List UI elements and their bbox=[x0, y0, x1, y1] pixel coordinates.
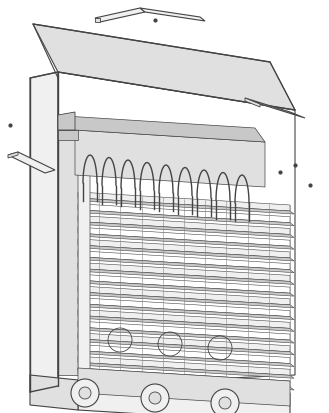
Polygon shape bbox=[78, 221, 294, 237]
Polygon shape bbox=[78, 138, 90, 370]
Polygon shape bbox=[78, 233, 294, 249]
Polygon shape bbox=[78, 227, 290, 246]
Polygon shape bbox=[75, 130, 265, 187]
Polygon shape bbox=[78, 262, 290, 281]
Polygon shape bbox=[78, 316, 294, 331]
Polygon shape bbox=[78, 268, 294, 285]
Polygon shape bbox=[78, 210, 294, 226]
Polygon shape bbox=[78, 368, 290, 387]
Polygon shape bbox=[30, 375, 78, 410]
Polygon shape bbox=[140, 8, 205, 21]
Polygon shape bbox=[78, 304, 294, 320]
Polygon shape bbox=[78, 256, 294, 273]
Polygon shape bbox=[8, 152, 55, 173]
Polygon shape bbox=[78, 333, 290, 352]
Polygon shape bbox=[58, 130, 78, 140]
Polygon shape bbox=[78, 380, 290, 413]
Polygon shape bbox=[78, 309, 290, 328]
Polygon shape bbox=[78, 204, 290, 223]
Polygon shape bbox=[8, 152, 18, 158]
Polygon shape bbox=[78, 251, 290, 270]
Polygon shape bbox=[78, 362, 294, 378]
Circle shape bbox=[149, 392, 161, 404]
Polygon shape bbox=[245, 98, 305, 118]
Circle shape bbox=[71, 379, 99, 407]
Polygon shape bbox=[65, 116, 265, 142]
Polygon shape bbox=[78, 286, 290, 305]
Polygon shape bbox=[78, 280, 294, 296]
Polygon shape bbox=[78, 368, 290, 406]
Polygon shape bbox=[58, 112, 75, 130]
Polygon shape bbox=[78, 274, 290, 293]
Circle shape bbox=[219, 397, 231, 409]
Polygon shape bbox=[78, 351, 294, 366]
Polygon shape bbox=[78, 321, 290, 340]
Polygon shape bbox=[78, 374, 294, 390]
Polygon shape bbox=[95, 8, 145, 22]
Circle shape bbox=[79, 387, 91, 399]
Polygon shape bbox=[78, 344, 290, 363]
Polygon shape bbox=[78, 239, 290, 258]
Polygon shape bbox=[58, 130, 78, 375]
Polygon shape bbox=[33, 24, 295, 110]
Circle shape bbox=[211, 389, 239, 413]
Polygon shape bbox=[78, 216, 290, 235]
Polygon shape bbox=[78, 192, 290, 211]
Polygon shape bbox=[78, 198, 294, 214]
Polygon shape bbox=[78, 245, 294, 261]
Polygon shape bbox=[78, 292, 294, 308]
Polygon shape bbox=[78, 339, 294, 355]
Circle shape bbox=[141, 384, 169, 412]
Polygon shape bbox=[245, 98, 260, 107]
Polygon shape bbox=[78, 356, 290, 375]
Polygon shape bbox=[30, 72, 58, 392]
Polygon shape bbox=[78, 327, 294, 343]
Polygon shape bbox=[78, 298, 290, 317]
Polygon shape bbox=[95, 18, 100, 22]
Polygon shape bbox=[58, 72, 295, 386]
